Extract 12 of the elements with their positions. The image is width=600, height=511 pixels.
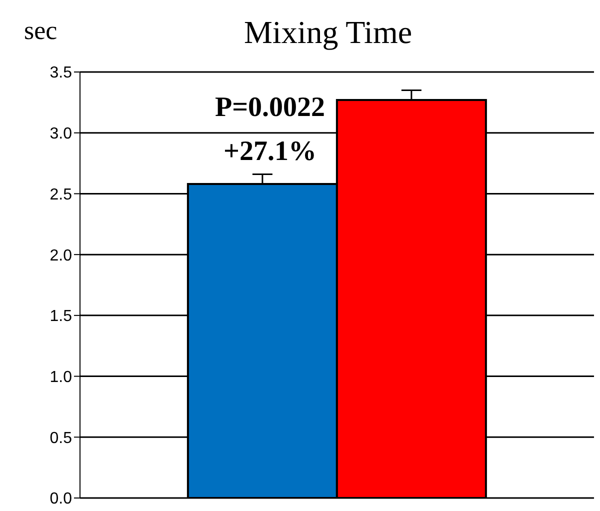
y-tick-label: 1.0 xyxy=(50,368,72,386)
y-tick-label: 2.0 xyxy=(50,247,72,264)
chart-title: Mixing Time xyxy=(242,14,414,51)
y-tick-label: 3.5 xyxy=(50,64,72,82)
y-tick-label: 3.0 xyxy=(50,126,72,143)
annotation: +27.1% xyxy=(222,136,318,168)
y-tick-label: 2.5 xyxy=(50,186,72,204)
y-tick-label: 0.0 xyxy=(50,490,72,508)
annotation: P=0.0022 xyxy=(214,92,326,124)
y-tick-label: 0.5 xyxy=(50,430,72,447)
y-tick-label: 1.5 xyxy=(50,308,72,326)
y-axis-title: sec xyxy=(24,16,58,46)
